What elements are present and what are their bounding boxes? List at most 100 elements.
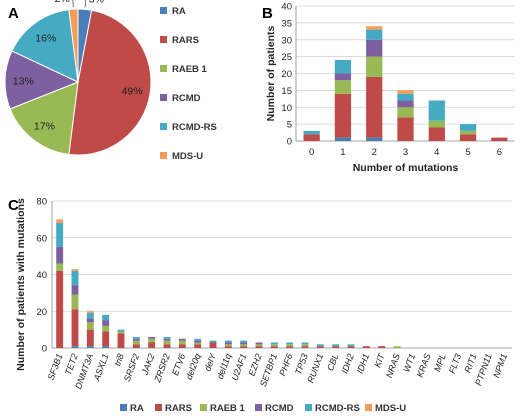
- x-tick-c-tp53: TP53: [293, 352, 310, 376]
- bar-b-0-rcmd-rs: [303, 130, 320, 135]
- bar-b-3-rcmd: [397, 100, 414, 108]
- bar-c-asxl1-rcmd-rs: [102, 314, 110, 321]
- pie-label-rcmd: 13%: [13, 75, 34, 87]
- bar-c-tet2-rars: [71, 309, 79, 347]
- y-tick-c-40: 40: [36, 270, 47, 281]
- bar-c-u2af1-rcmd-rs: [240, 340, 248, 343]
- bar-c-dely-rars: [209, 342, 217, 348]
- x-tick-c-flt3: FLT3: [447, 352, 463, 375]
- x-tick-b-1: 1: [340, 147, 345, 158]
- bar-c-jak2-raeb-1: [148, 338, 156, 343]
- bar-b-6-rars: [491, 137, 508, 141]
- bar-c-zrsr2-rcmd: [163, 338, 171, 341]
- x-axis-title-b: Number of mutations: [353, 162, 459, 174]
- x-tick-b-4: 4: [434, 147, 439, 158]
- bar-c-asxl1-raeb-1: [102, 325, 110, 332]
- panel-letter-a: A: [8, 5, 19, 22]
- bar-c-tri8-raeb-1: [117, 331, 125, 334]
- bar-c-asxl1-ra: [102, 346, 110, 348]
- bar-b-4-rcmd-rs: [428, 100, 445, 121]
- legend-swatch-rars: [160, 36, 167, 43]
- bottom-legend-label-rcmd: RCMD: [265, 403, 294, 414]
- y-tick-b-10: 10: [281, 103, 292, 114]
- panel-letter-c: C: [8, 197, 19, 214]
- pie-legend: RA RARS RAEB 1 RCMD RCMD-RS MDS-U: [160, 6, 217, 162]
- bar-c-ezh2-rcmd: [255, 342, 263, 345]
- bar-c-dely-rcmd-rs: [209, 340, 217, 343]
- pie-label-ra: 3%: [89, 0, 104, 5]
- bottom-legend-label-rars: RARS: [165, 403, 192, 414]
- bar-c-zrsr2-rcmd-rs: [163, 336, 171, 339]
- legend-label-raeb-1: RAEB 1: [172, 64, 208, 75]
- bar-b-3-raeb-1: [397, 107, 414, 118]
- bar-c-setbp1-rcmd-rs: [270, 342, 278, 345]
- x-tick-c-idh1: IDH1: [355, 352, 371, 375]
- bottom-legend-label-ra: RA: [130, 403, 144, 414]
- bar-c-sf3b1-mds-u: [56, 219, 64, 224]
- bar-b-1-rcmd: [334, 73, 352, 81]
- bar-c-u2af1-rcmd: [240, 342, 248, 345]
- pie-leader-ra: [84, 0, 87, 8]
- y-tick-c-20: 20: [36, 307, 47, 318]
- bar-c-jak2-rars: [148, 342, 156, 348]
- bar-c-kit-rars: [378, 346, 386, 348]
- y-tick-b-40: 40: [281, 2, 292, 13]
- bar-c-sf3b1-raeb-1: [56, 263, 64, 271]
- bar-c-asxl1-rcmd: [102, 320, 110, 326]
- y-tick-b-5: 5: [287, 120, 292, 131]
- bar-b-2-mds-u: [366, 26, 383, 30]
- bar-c-zrsr2-raeb-1: [163, 340, 171, 345]
- x-tick-c-phf6: PHF6: [277, 352, 294, 377]
- bar-b-0-rars: [303, 134, 320, 141]
- pie-label-rcmd-rs: 16%: [35, 33, 56, 45]
- bar-c-srsf2-rars: [132, 344, 140, 348]
- y-tick-c-0: 0: [42, 344, 47, 355]
- x-tick-b-2: 2: [372, 147, 377, 158]
- pie-label-raeb-1: 17%: [34, 120, 55, 132]
- pie-slice-rcmd: [4, 50, 80, 110]
- bottom-legend-label-raeb-1: RAEB 1: [210, 403, 246, 414]
- bar-b-4-raeb-1: [428, 120, 445, 128]
- bar-b-3-rcmd-rs: [397, 93, 414, 101]
- x-tick-c-wt1: WT1: [401, 352, 417, 373]
- pie-leader-mds-u: [72, 0, 74, 8]
- x-tick-c-idh2: IDH2: [339, 352, 355, 375]
- bar-c-idh1-rars: [362, 346, 370, 348]
- x-tick-b-6: 6: [497, 147, 502, 158]
- y-tick-b-15: 15: [281, 86, 292, 97]
- panel-letter-b: B: [262, 5, 273, 22]
- bar-b-2-ra: [366, 137, 383, 141]
- pie-slice-raeb-1: [9, 81, 79, 155]
- bar-c-del20q-rcmd: [194, 340, 202, 343]
- bar-c-tet2-mds-u: [71, 268, 79, 271]
- bar-b-3-rars: [397, 117, 414, 141]
- bar-c-u2af1-rars: [240, 346, 248, 348]
- bar-b-2-raeb-1: [366, 56, 383, 77]
- pie-chart: 3% 49% 17% 13% 16% 2%: [4, 0, 152, 156]
- bottom-legend-swatch-rcmd: [255, 404, 262, 411]
- bar-c-tp53-raeb-1: [301, 344, 309, 347]
- y-axis-title-b: Number of patients: [265, 26, 277, 122]
- bar-b-4-rars: [428, 127, 445, 141]
- bar-c-u2af1-raeb-1: [240, 344, 248, 347]
- bottom-legend-swatch-raeb-1: [200, 404, 207, 411]
- bar-c-del11q-raeb-1: [224, 344, 232, 347]
- legend-label-ra: RA: [172, 6, 186, 17]
- x-tick-c-nras: NRAS: [384, 352, 402, 379]
- legend-label-rcmd-rs: RCMD-RS: [172, 122, 217, 133]
- bar-c-zrsr2-rars: [163, 344, 171, 348]
- bottom-legend-swatch-rars: [155, 404, 162, 411]
- bar-c-dnmt3a-rars: [86, 329, 94, 347]
- bar-c-ezh2-rars: [255, 346, 263, 348]
- bar-c-runx1-rars: [316, 346, 324, 348]
- bar-b-5-raeb-1: [459, 130, 477, 135]
- y-tick-c-60: 60: [36, 233, 47, 244]
- pie-label-rars: 49%: [122, 86, 143, 98]
- bottom-legend-label-rcmd-rs: RCMD-RS: [315, 403, 360, 414]
- pie-slice-mds-u: [68, 8, 79, 83]
- legend-swatch-raeb-1: [160, 65, 167, 72]
- mutations-count-chart: 0 5 10 15 20 25 30 35 40 0 1 2 3 4 5 6 Number of mutatio…: [265, 2, 515, 174]
- bottom-legend-swatch-ra: [120, 404, 127, 411]
- x-tick-c-kit: KIT: [372, 351, 387, 369]
